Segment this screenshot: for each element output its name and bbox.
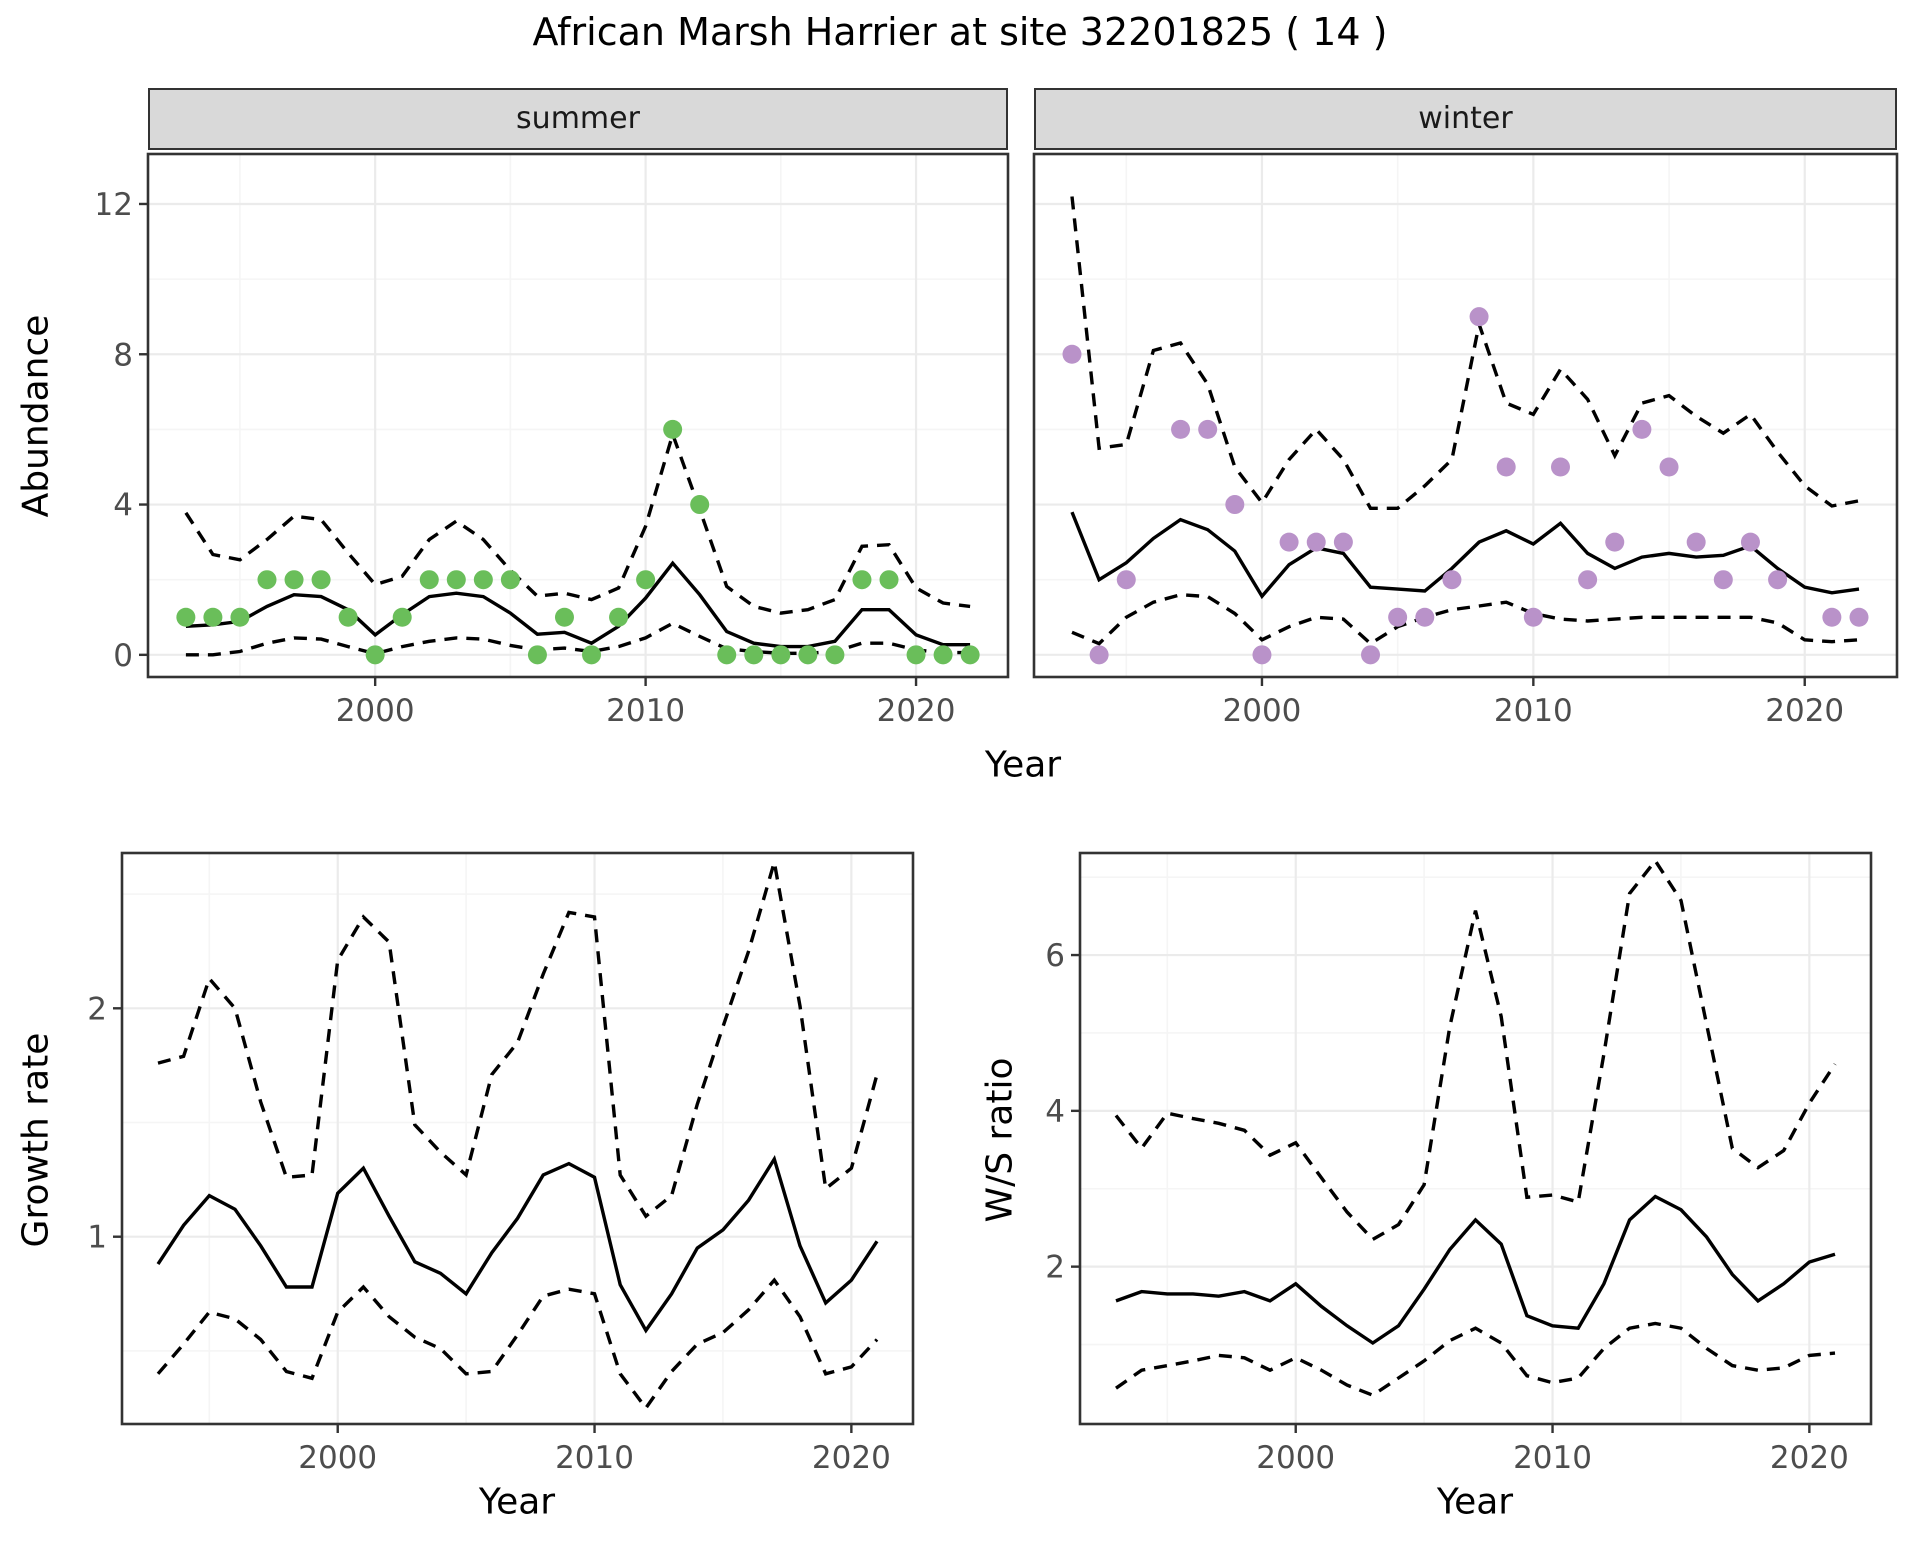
winter-abundance-chart: 2000 2010 2020: [1032, 152, 1899, 729]
page-title: African Marsh Harrier at site 32201825 (…: [532, 10, 1388, 54]
svg-text:2: 2: [87, 991, 107, 1027]
growth-rate-chart: 2000 2010 2020 1 2: [87, 851, 915, 1476]
svg-text:8: 8: [113, 337, 133, 373]
year-axis-label-top: Year: [984, 744, 1062, 786]
year-axis-label-bottom-right: Year: [1436, 1481, 1514, 1523]
svg-text:2010: 2010: [1494, 693, 1573, 729]
svg-text:2020: 2020: [877, 693, 956, 729]
svg-text:2000: 2000: [1223, 693, 1302, 729]
svg-text:4: 4: [113, 488, 133, 524]
ws-ratio-axis-label: W/S ratio: [979, 1057, 1021, 1223]
svg-text:0: 0: [113, 638, 133, 674]
svg-text:1: 1: [87, 1220, 107, 1256]
svg-text:6: 6: [1045, 938, 1065, 974]
facet-strip-summer: summer: [148, 88, 1008, 150]
abundance-axis-label: Abundance: [15, 314, 57, 518]
svg-text:2000: 2000: [1256, 1440, 1335, 1476]
svg-text:2000: 2000: [336, 693, 415, 729]
facet-strip-winter: winter: [1034, 88, 1897, 150]
svg-text:2: 2: [1045, 1250, 1065, 1286]
growth-rate-axis-label: Growth rate: [15, 1032, 57, 1248]
summer-abundance-chart: 2000 2010 2020 0 4 8 12: [98, 152, 1010, 729]
svg-text:2010: 2010: [1513, 1440, 1592, 1476]
svg-text:2010: 2010: [555, 1440, 634, 1476]
svg-text:4: 4: [1045, 1094, 1065, 1130]
year-axis-label-bottom-left: Year: [478, 1481, 556, 1523]
svg-text:2020: 2020: [1765, 693, 1844, 729]
svg-text:2020: 2020: [812, 1440, 891, 1476]
svg-text:2020: 2020: [1770, 1440, 1849, 1476]
svg-text:12: 12: [98, 187, 133, 223]
ws-ratio-chart: 2000 2010 2020 2 4 6: [1045, 851, 1873, 1476]
svg-text:2000: 2000: [298, 1440, 377, 1476]
svg-text:2010: 2010: [606, 693, 685, 729]
